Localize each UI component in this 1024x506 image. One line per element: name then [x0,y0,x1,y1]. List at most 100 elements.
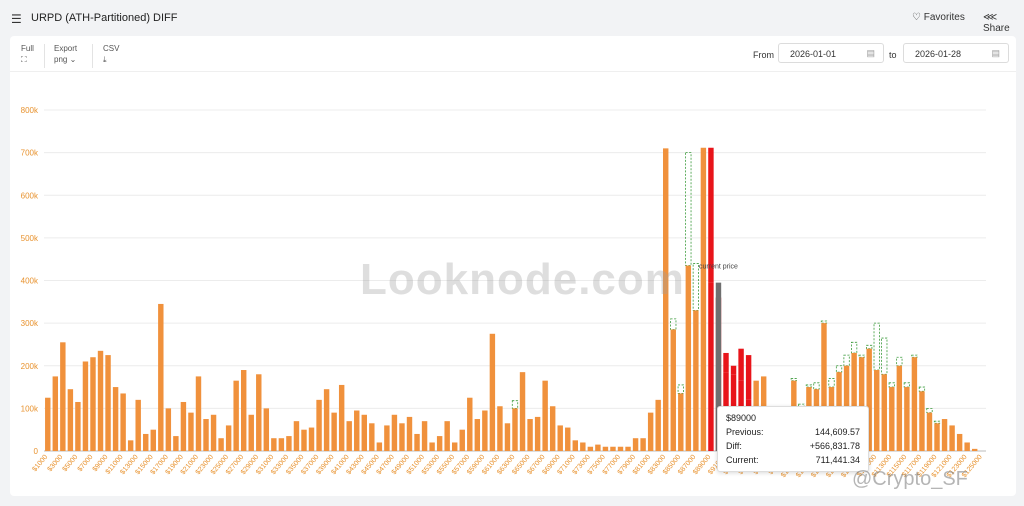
page-title: URPD (ATH-Partitioned) DIFF [31,12,178,24]
bar [331,412,337,451]
bar [143,433,149,451]
bar [203,419,209,451]
bar [195,376,202,451]
bar [542,380,548,451]
csv-label: CSV [103,44,120,53]
bar [451,442,458,451]
decrease-bar [708,147,714,283]
full-button[interactable]: Full ⛶ [21,44,34,65]
previous-value-outline [813,382,820,390]
bar [346,421,352,451]
favorites-button[interactable]: ♡ Favorites [912,12,965,23]
previous-value-outline [873,322,880,371]
decrease-bar [738,348,744,381]
export-format: png [54,55,68,64]
bar [384,425,390,451]
previous-value-outline [828,378,835,388]
bar [369,423,375,451]
bar [904,387,910,451]
bar [135,399,141,451]
watermark-text: Looknode.com [360,255,685,304]
previous-value-outline [933,420,941,424]
bar [602,446,609,451]
bar [587,446,594,451]
bar [640,438,646,451]
bar [889,387,895,451]
bar [293,421,300,451]
bar [708,282,714,451]
bar [595,444,601,451]
tooltip-label: Previous: [726,427,764,437]
y-tick-label: 700k [21,149,39,158]
full-label: Full [21,44,34,53]
bar [866,348,872,451]
previous-value-outline [670,318,677,330]
bar [45,397,51,451]
bar [286,436,292,451]
tooltip-label: Diff: [726,441,742,451]
previous-value-outline [677,384,684,394]
signature-watermark: @Crypto_SF [852,468,968,490]
y-tick-label: 100k [21,404,39,413]
y-tick-label: 400k [21,277,39,286]
current-price-annotation: current price [699,264,738,271]
share-button[interactable]: ⋘ Share [983,12,1010,34]
bar [233,380,239,451]
bar [617,446,624,451]
bar [60,342,66,451]
bar [112,387,119,451]
bar [489,333,496,451]
x-tick-label: $7000 [77,454,95,473]
bar [173,436,179,451]
bar [150,429,156,451]
from-date-input[interactable]: 2026-01-01 ▤ [778,43,884,63]
bar [120,393,126,451]
bar [964,442,970,451]
bar [421,421,428,451]
to-date-input[interactable]: 2026-01-28 ▤ [903,43,1009,63]
bar [663,148,669,452]
to-date-value: 2026-01-28 [915,49,962,59]
previous-value-outline [820,320,828,324]
y-tick-label: 0 [34,447,39,456]
bar [210,414,217,451]
bar [399,423,405,451]
bar [256,374,262,451]
bar [97,350,104,451]
chevron-down-icon: ⌄ [69,55,77,64]
previous-value-outline [835,365,843,373]
chart-tooltip: $89000 Previous: 144,609.57 Diff: +566,831… [717,406,869,472]
bar [301,429,307,451]
menu-icon[interactable]: ☰ [11,12,22,26]
share-label: Share [983,23,1010,34]
previous-value-outline [881,337,888,375]
y-tick-label: 200k [21,362,39,371]
calendar-icon: ▤ [866,48,875,58]
bar [549,406,556,451]
tooltip-label: Current: [726,455,759,465]
bar [565,427,571,451]
bar [218,438,224,451]
export-button[interactable]: Export png ⌄ [54,44,77,64]
csv-button[interactable]: CSV ⤓ [103,44,119,65]
bar [941,419,948,451]
previous-value-outline [790,378,797,382]
from-label: From [753,50,774,60]
bar [519,372,526,451]
decrease-bar [723,352,729,373]
bar [610,446,616,451]
bar [625,446,631,451]
previous-value-outline [843,354,850,367]
bar [926,412,933,451]
top-bar: ☰ URPD (ATH-Partitioned) DIFF ♡ Favorite… [0,0,1024,36]
bar [263,408,270,451]
tooltip-title: $89000 [726,413,757,423]
download-icon: ⤓ [103,55,107,64]
previous-value-outline [866,344,873,350]
previous-value-outline [911,354,918,358]
bar [414,433,420,451]
previous-value-outline [851,341,858,354]
bar [934,423,940,451]
tooltip-value: 711,441.34 [815,455,860,465]
bar [512,408,518,451]
